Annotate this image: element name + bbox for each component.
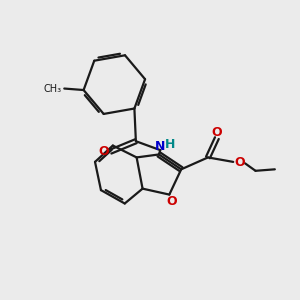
Text: O: O (99, 145, 110, 158)
Text: CH₃: CH₃ (44, 83, 62, 94)
Text: O: O (212, 126, 222, 139)
Text: N: N (155, 140, 165, 153)
Text: O: O (167, 195, 177, 208)
Text: O: O (234, 156, 245, 169)
Text: H: H (165, 138, 175, 151)
